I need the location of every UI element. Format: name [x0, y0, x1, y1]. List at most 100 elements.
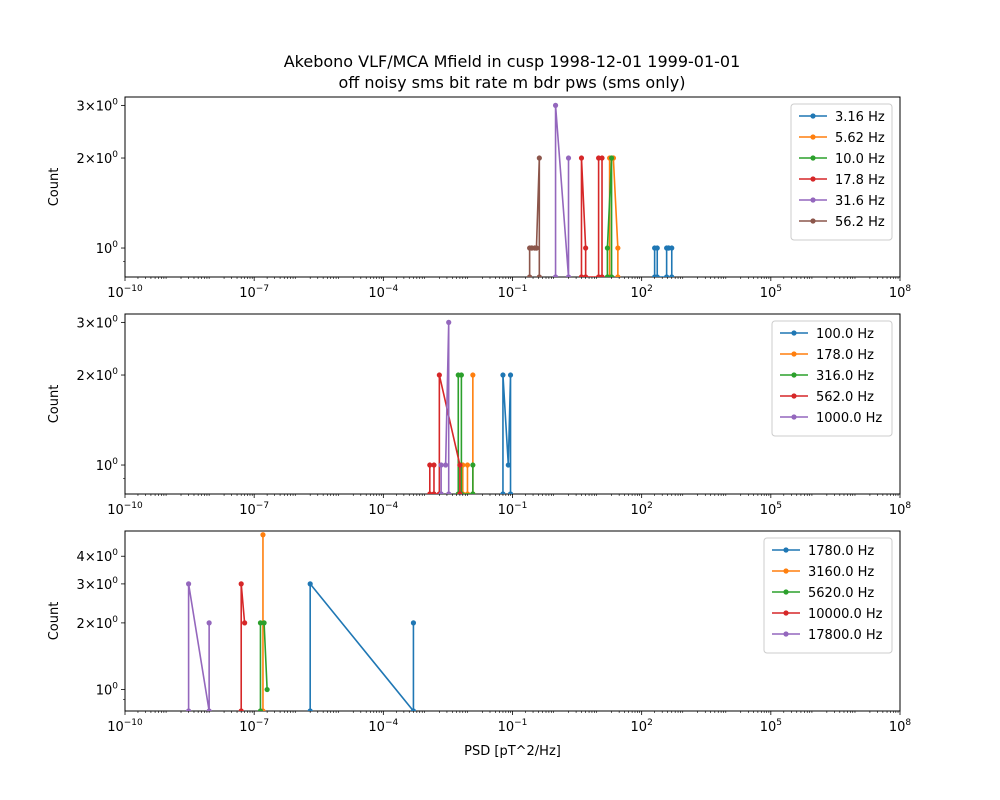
data-point	[536, 274, 542, 277]
data-point	[470, 491, 476, 494]
data-point	[457, 462, 463, 468]
y-tick-label: 2×100	[77, 615, 119, 632]
y-tick-label: 3×100	[77, 576, 119, 593]
y-tick-label: 100	[96, 240, 119, 257]
chart-title-line1: Akebono VLF/MCA Mfield in cusp 1998-12-0…	[284, 52, 741, 71]
data-point	[264, 686, 270, 693]
data-point	[410, 620, 417, 626]
x-tick-label-base: 10	[239, 720, 256, 735]
legend-entry-label: 10000.0 Hz	[808, 607, 883, 622]
y-tick-label-exponent: 0	[112, 548, 118, 558]
x-tick-label: 102	[631, 501, 653, 518]
y-tick-label-base: 2×10	[77, 152, 113, 167]
legend-swatch-marker	[791, 414, 797, 420]
x-tick-label-exponent: 2	[647, 284, 653, 294]
y-tick-label-exponent: 0	[112, 240, 118, 250]
data-point	[431, 491, 437, 494]
legend-swatch-marker	[791, 393, 797, 399]
x-tick-label: 10−4	[368, 284, 398, 301]
x-axis-label: PSD [pT^2/Hz]	[464, 744, 561, 759]
data-point	[669, 245, 675, 251]
x-tick-label-base: 10	[239, 503, 256, 518]
x-tick-label-base: 10	[760, 720, 777, 735]
series-line-5	[554, 105, 570, 277]
x-tick-label-base: 10	[498, 503, 515, 518]
y-tick-label: 100	[96, 457, 119, 474]
x-tick-label-exponent: −1	[514, 284, 527, 294]
chart-panel-2: 10−10 10−7 10−4 10−1 102 105 1081002×1003×100C…	[47, 313, 911, 518]
y-tick-label: 100	[96, 682, 119, 699]
series-line-3	[457, 374, 474, 494]
x-tick-label-exponent: −1	[514, 501, 527, 511]
data-point	[438, 462, 444, 468]
y-tick-label: 2×100	[77, 150, 119, 167]
y-tick-label-exponent: 0	[112, 367, 118, 377]
x-tick-label-base: 10	[631, 720, 648, 735]
data-point	[261, 620, 267, 626]
data-point	[206, 620, 212, 626]
x-tick-label-exponent: −7	[256, 284, 269, 294]
x-tick-label-base: 10	[368, 286, 385, 301]
data-point	[446, 491, 452, 494]
data-point	[615, 245, 621, 251]
y-axis-label: Count	[47, 168, 62, 207]
data-point	[583, 245, 589, 251]
legend-swatch-marker	[791, 330, 797, 336]
y-tick-label-exponent: 0	[112, 314, 118, 324]
legend-entry-label: 17.8 Hz	[835, 173, 885, 188]
data-point	[578, 274, 585, 277]
y-tick-label-base: 10	[96, 684, 113, 699]
legend-entry-label: 100.0 Hz	[816, 327, 874, 342]
legend-box	[790, 103, 893, 241]
data-point	[307, 708, 313, 711]
data-point	[500, 491, 506, 494]
legend: 1780.0 Hz 3160.0 Hz 5620.0 Hz 10000.0 Hz 178…	[763, 537, 893, 654]
y-axis-label: Count	[47, 602, 62, 641]
data-point	[257, 620, 264, 626]
y-tick-label-exponent: 0	[112, 97, 118, 107]
data-point	[238, 708, 244, 711]
y-tick-label-base: 10	[96, 459, 113, 474]
data-point	[552, 102, 559, 108]
y-tick-label-exponent: 0	[112, 150, 118, 160]
x-tick-label: 108	[889, 718, 912, 735]
data-point	[599, 274, 605, 277]
data-point	[500, 372, 506, 378]
data-point	[427, 462, 433, 468]
legend-swatch-marker	[810, 113, 816, 119]
x-tick-label-exponent: 8	[905, 501, 911, 511]
x-tick-label-base: 10	[760, 286, 777, 301]
x-tick-label-exponent: −4	[385, 501, 399, 511]
data-point	[470, 462, 476, 468]
series-line-5	[440, 322, 450, 494]
x-tick-label: 10−7	[239, 501, 269, 518]
legend: 3.16 Hz 5.62 Hz 10.0 Hz 17.8 Hz 31.6 Hz 56.2 …	[790, 103, 893, 241]
x-tick-label-exponent: 5	[776, 501, 782, 511]
data-point	[615, 274, 621, 277]
data-point	[185, 581, 192, 587]
data-point	[552, 274, 559, 277]
x-tick-label: 10−4	[368, 501, 398, 518]
legend-box	[763, 537, 893, 654]
legend-entry-label: 5.62 Hz	[835, 131, 885, 146]
series-line-4	[580, 157, 603, 277]
legend-entry-label: 3.16 Hz	[835, 110, 885, 125]
y-tick-label-exponent: 0	[112, 682, 118, 692]
data-point	[604, 274, 610, 277]
x-tick-label-exponent: 2	[647, 718, 653, 728]
series-line-3	[259, 622, 268, 711]
legend-swatch-marker	[791, 351, 797, 357]
legend-entry-label: 31.6 Hz	[835, 194, 885, 209]
series-line-1	[653, 247, 673, 277]
data-point	[307, 581, 313, 587]
x-tick-label: 10−10	[107, 501, 143, 518]
legend-entry-label: 562.0 Hz	[816, 390, 874, 405]
data-point	[257, 708, 264, 711]
chart-panel-3: 10−10 10−7 10−4 10−1 102 105 1081002×1003×1004…	[47, 530, 912, 759]
data-point	[505, 462, 511, 468]
x-tick-label-exponent: 8	[905, 718, 911, 728]
x-tick-label: 102	[631, 284, 653, 301]
x-tick-label-base: 10	[631, 503, 648, 518]
data-point	[458, 372, 464, 378]
legend-swatch-marker	[810, 176, 816, 182]
